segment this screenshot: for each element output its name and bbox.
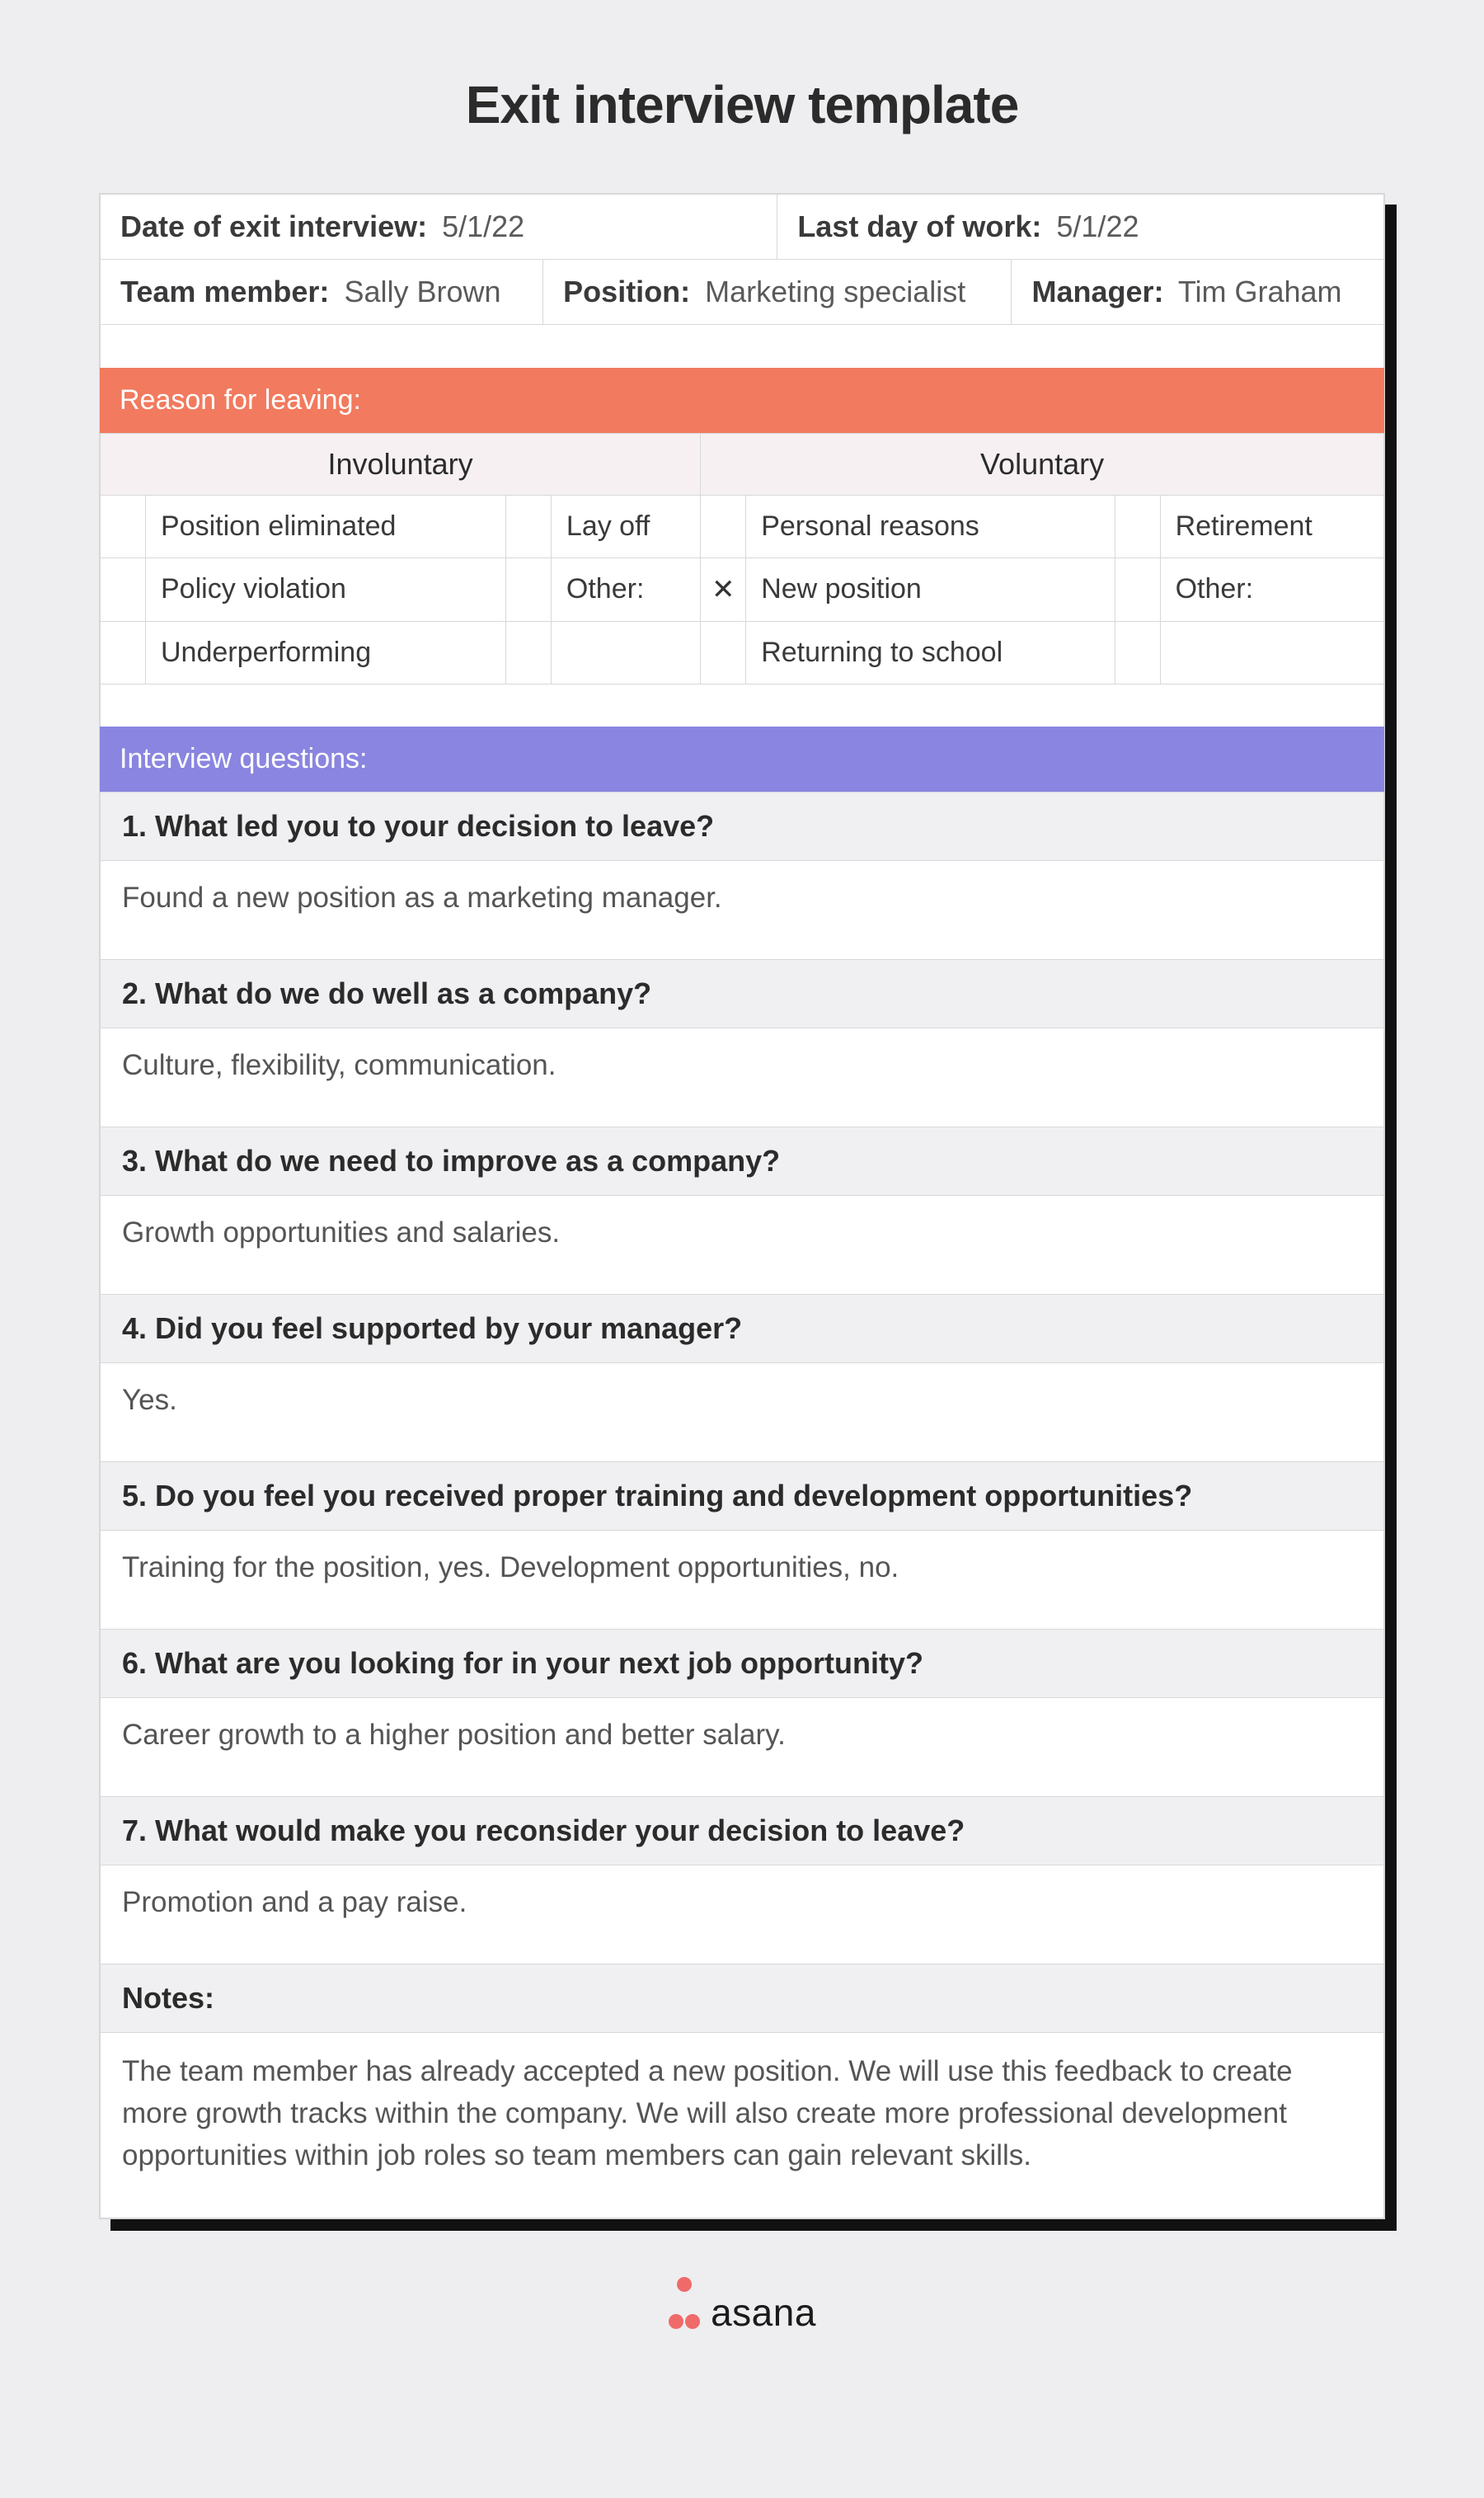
answer: Growth opportunities and salaries. (101, 1196, 1384, 1295)
reason-header: Reason for leaving: (100, 368, 1384, 433)
reason-check[interactable] (1115, 557, 1160, 621)
reason-check[interactable] (1115, 621, 1160, 684)
position-value: Marketing specialist (705, 275, 965, 308)
reason-check[interactable] (101, 557, 146, 621)
answer: Culture, flexibility, communication. (101, 1028, 1384, 1127)
page-title: Exit interview template (0, 74, 1484, 135)
reason-label: Returning to school (746, 621, 1115, 684)
reason-label: Retirement (1160, 495, 1383, 557)
reason-label (551, 621, 700, 684)
lastday-label: Last day of work: (797, 209, 1048, 243)
question: 2. What do we do well as a company? (101, 960, 1384, 1028)
answer: Career growth to a higher position and b… (101, 1698, 1384, 1797)
reason-label: Policy violation (146, 557, 506, 621)
questions-table: 1. What led you to your decision to leav… (100, 792, 1384, 2218)
reason-check[interactable]: ✕ (701, 557, 746, 621)
template-card: Date of exit interview: 5/1/22 Last day … (99, 193, 1385, 2219)
reason-check[interactable] (101, 621, 146, 684)
member-label: Team member: (120, 275, 336, 308)
question: 7. What would make you reconsider your d… (101, 1797, 1384, 1865)
position-label: Position: (563, 275, 697, 308)
reason-label: Lay off (551, 495, 700, 557)
reason-check[interactable] (101, 495, 146, 557)
reason-label: Personal reasons (746, 495, 1115, 557)
reason-check[interactable] (505, 621, 551, 684)
reason-label: Underperforming (146, 621, 506, 684)
manager-value: Tim Graham (1178, 275, 1342, 308)
manager-label: Manager: (1031, 275, 1170, 308)
reason-col-involuntary: Involuntary (101, 433, 701, 495)
reason-label: Other: (1160, 557, 1383, 621)
reason-table: Involuntary Voluntary Position eliminate… (100, 433, 1384, 727)
questions-header: Interview questions: (100, 727, 1384, 792)
question: 4. Did you feel supported by your manage… (101, 1295, 1384, 1363)
question: 5. Do you feel you received proper train… (101, 1462, 1384, 1531)
brand-name: asana (711, 2291, 816, 2334)
reason-check[interactable] (1115, 495, 1160, 557)
footer: asana (0, 2277, 1484, 2338)
reason-check[interactable] (505, 495, 551, 557)
reason-label: Position eliminated (146, 495, 506, 557)
notes-label: Notes: (101, 1964, 1384, 2033)
reason-label: New position (746, 557, 1115, 621)
question: 3. What do we need to improve as a compa… (101, 1127, 1384, 1196)
lastday-value: 5/1/22 (1056, 209, 1139, 243)
info-table: Date of exit interview: 5/1/22 Last day … (100, 194, 1384, 368)
answer: Promotion and a pay raise. (101, 1865, 1384, 1964)
member-value: Sally Brown (344, 275, 500, 308)
notes-body: The team member has already accepted a n… (101, 2033, 1384, 2218)
reason-col-voluntary: Voluntary (701, 433, 1384, 495)
answer: Training for the position, yes. Developm… (101, 1531, 1384, 1630)
reason-check[interactable] (701, 621, 746, 684)
reason-check[interactable] (701, 495, 746, 557)
reason-check[interactable] (505, 557, 551, 621)
date-label: Date of exit interview: (120, 209, 434, 243)
answer: Yes. (101, 1363, 1384, 1462)
question: 1. What led you to your decision to leav… (101, 793, 1384, 861)
question: 6. What are you looking for in your next… (101, 1630, 1384, 1698)
reason-label: Other: (551, 557, 700, 621)
reason-label (1160, 621, 1383, 684)
date-value: 5/1/22 (442, 209, 524, 243)
asana-logo-icon (668, 2277, 701, 2338)
answer: Found a new position as a marketing mana… (101, 861, 1384, 960)
